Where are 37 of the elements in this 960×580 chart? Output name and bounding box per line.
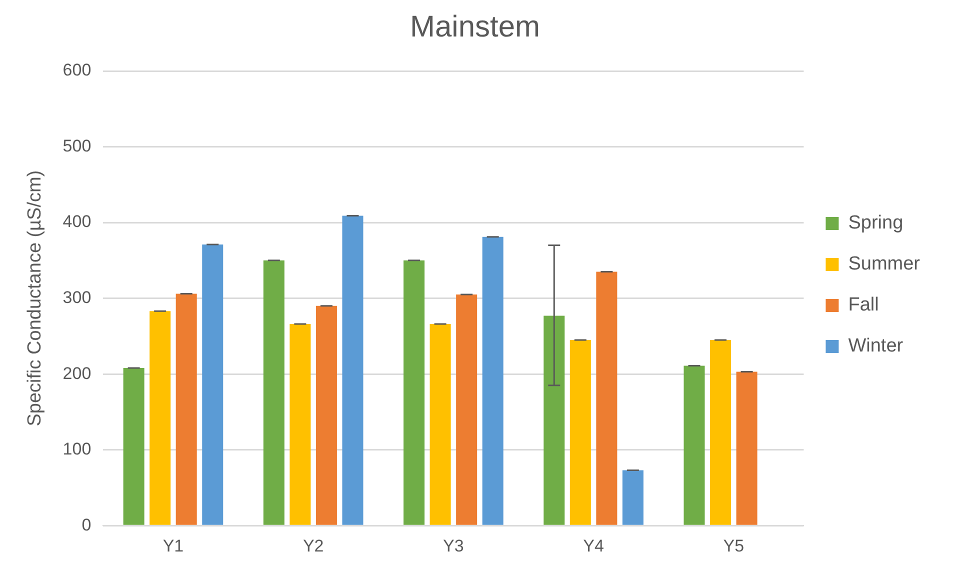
y-tick-label: 100 xyxy=(62,440,92,459)
bar xyxy=(710,340,732,525)
y-tick-label: 600 xyxy=(62,60,92,80)
legend-label: Winter xyxy=(848,336,904,357)
x-tick-label: Y4 xyxy=(583,536,604,556)
bar xyxy=(150,311,171,525)
bar xyxy=(684,366,705,525)
bar xyxy=(570,340,591,525)
y-axis-title: Specific Conductance (µS/cm) xyxy=(24,170,46,426)
y-tick-label: 300 xyxy=(62,288,92,307)
bar xyxy=(430,324,451,525)
x-tick-label: Y3 xyxy=(443,536,464,556)
x-tick-label: Y5 xyxy=(723,536,744,556)
bar xyxy=(263,260,284,525)
bar xyxy=(202,244,224,525)
bar xyxy=(342,216,364,525)
legend-label: Spring xyxy=(848,212,904,234)
legend-label: Summer xyxy=(848,254,921,275)
bar xyxy=(290,324,311,525)
bar xyxy=(622,470,644,525)
bar xyxy=(456,294,478,525)
y-tick-label: 0 xyxy=(82,515,92,534)
bar xyxy=(123,368,144,525)
bar xyxy=(316,306,337,525)
bar xyxy=(596,272,618,525)
bar xyxy=(404,260,425,525)
bar xyxy=(544,316,565,525)
bar xyxy=(176,294,197,525)
y-tick-label: 400 xyxy=(62,212,92,232)
y-tick-label: 500 xyxy=(62,136,92,156)
legend-label: Fall xyxy=(848,294,879,316)
bar xyxy=(482,236,504,525)
x-tick-label: Y2 xyxy=(302,536,324,556)
x-tick-label: Y1 xyxy=(162,536,184,556)
chart-title: Mainstem xyxy=(410,10,540,44)
y-tick-label: 200 xyxy=(62,364,92,383)
bar xyxy=(736,372,758,525)
